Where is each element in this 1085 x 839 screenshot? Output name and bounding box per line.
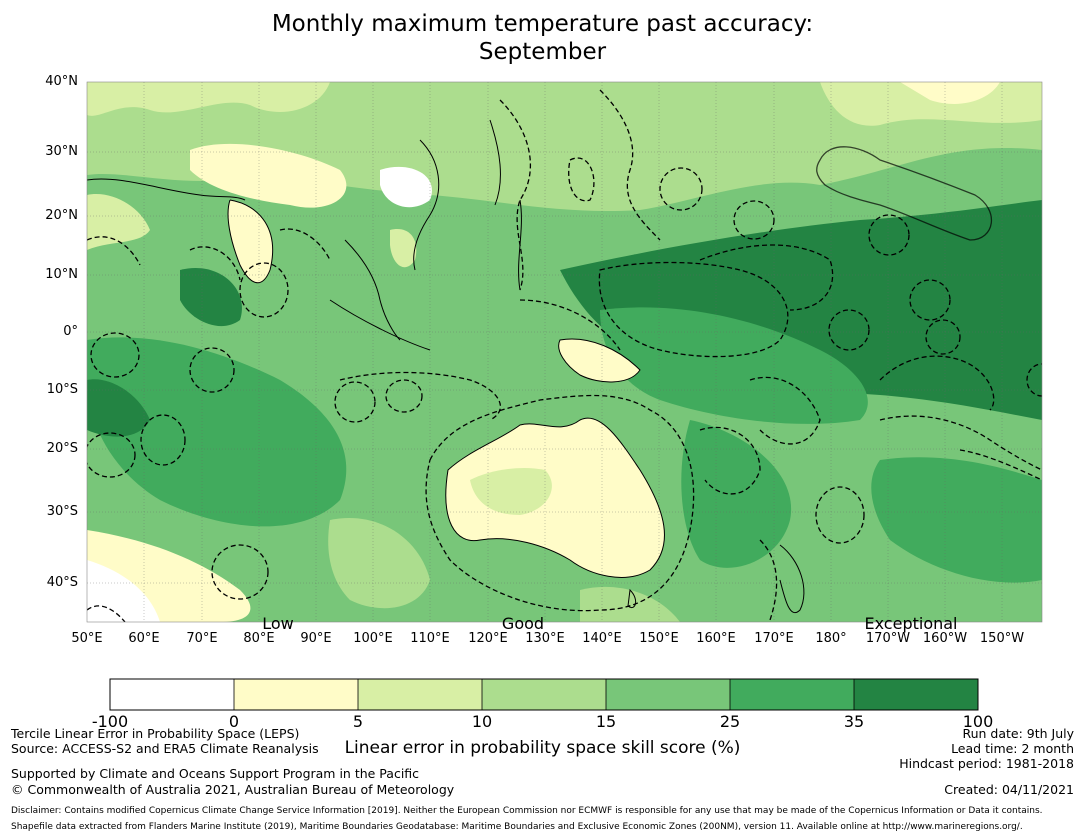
category-low-label: Low: [262, 614, 294, 633]
category-exceptional-label: Exceptional: [864, 614, 958, 633]
colorbar-bin-4: [482, 679, 606, 710]
lat-label: 30°N: [45, 144, 78, 159]
australia-low-region: [445, 418, 665, 578]
hawaii-eez-outline: [816, 146, 992, 241]
lon-label: 160°W: [922, 631, 968, 646]
indochina-region: [390, 229, 417, 268]
west-indian-exceptional: [87, 379, 150, 437]
lon-label: 170°E: [754, 631, 794, 646]
colorbar-frame: [109, 678, 979, 711]
footer-method: Tercile Linear Error in Probability Spac…: [11, 726, 300, 741]
new-guinea-low-region: [558, 339, 640, 382]
colorbar-tick: 10: [471, 712, 493, 731]
lon-label: 70°E: [186, 631, 218, 646]
lon-label: 160°E: [696, 631, 736, 646]
lon-label: 60°E: [128, 631, 160, 646]
tasman-sea-region: [681, 420, 792, 568]
lon-label: 150°E: [639, 631, 679, 646]
run-date: Run date: 9th July: [962, 726, 1074, 741]
graticule: [87, 82, 1042, 622]
footer-support: Supported by Climate and Oceans Support …: [11, 766, 420, 781]
colorbar-tick: 0: [228, 712, 240, 731]
category-good-label: Good: [501, 614, 545, 633]
south-indian-region: [328, 518, 430, 609]
colorbar-tick: 100: [962, 712, 994, 731]
colorbar-bin-1: [110, 679, 234, 710]
lat-label: 30°S: [46, 504, 78, 519]
map-title: Monthly maximum temperature past accurac…: [271, 11, 814, 37]
arabian-sea-exceptional: [180, 268, 242, 327]
lon-label: 170°W: [865, 631, 911, 646]
disclaimer-line-2: Shapefile data extracted from Flanders M…: [11, 822, 1023, 832]
lat-label: 40°N: [45, 74, 78, 89]
created-date: Created: 04/11/2021: [944, 782, 1074, 797]
colorbar-bin-6: [730, 679, 854, 710]
arabia-region: [87, 194, 150, 250]
north-low-region: [87, 82, 330, 116]
lon-label: 140°E: [582, 631, 622, 646]
colorbar-tick: -100: [91, 712, 129, 731]
lon-label: 50°E: [71, 631, 103, 646]
maritime-continent-region: [296, 300, 509, 400]
colorbar-tick: 15: [595, 712, 617, 731]
lat-label: 0°: [63, 324, 78, 339]
map-subtitle: September: [478, 39, 607, 65]
coral-sea-skill-region: [600, 307, 868, 424]
eez-boundaries: [87, 89, 1042, 622]
lon-label: 180°: [815, 631, 847, 646]
colorbar-bin-3: [358, 679, 482, 710]
lon-label: 80°E: [243, 631, 275, 646]
indian-ocean-skill-region: [87, 337, 347, 527]
south-tasman-region: [580, 586, 680, 622]
himalaya-low-region: [190, 143, 347, 208]
colorbar-bin-5: [606, 679, 730, 710]
australia-interior: [470, 468, 552, 515]
china-nodata-region: [380, 166, 432, 208]
colorbar-tick: 25: [719, 712, 741, 731]
lon-label: 110°E: [410, 631, 450, 646]
lon-label: 150°W: [979, 631, 1025, 646]
map-frame: [86, 81, 1043, 623]
lat-label: 10°S: [46, 382, 78, 397]
south-pacific-region: [871, 457, 1042, 583]
colorbar-label: Linear error in probability space skill …: [344, 738, 741, 758]
colorbar-bin-7: [854, 679, 978, 710]
lon-label: 130°E: [525, 631, 565, 646]
colorbar-tick: 35: [843, 712, 865, 731]
lead-time: Lead time: 2 month: [951, 741, 1074, 756]
lon-label: 120°E: [468, 631, 508, 646]
footer-source: Source: ACCESS-S2 and ERA5 Climate Reana…: [11, 741, 319, 756]
disclaimer-line-1: Disclaimer: Contains modified Copernicus…: [11, 806, 1043, 816]
colorbar: [109, 678, 979, 711]
lat-label: 20°S: [46, 441, 78, 456]
footer-copyright: © Commonwealth of Australia 2021, Austra…: [11, 782, 455, 797]
lat-label: 20°N: [45, 208, 78, 223]
north-pacific-lowest-region: [900, 82, 1000, 104]
lon-label: 100°E: [353, 631, 393, 646]
lon-label: 90°E: [300, 631, 332, 646]
lat-label: 40°S: [46, 575, 78, 590]
colorbar-bin-2: [234, 679, 358, 710]
coastlines: [87, 119, 805, 613]
lat-label: 10°N: [45, 267, 78, 282]
colorbar-tick: 5: [352, 712, 364, 731]
hindcast-period: Hindcast period: 1981-2018: [899, 756, 1074, 771]
